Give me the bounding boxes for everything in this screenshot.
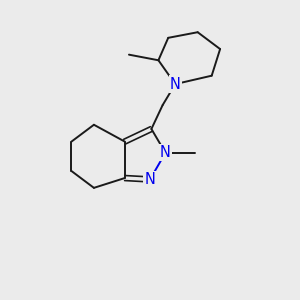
Text: N: N	[170, 76, 181, 92]
Text: N: N	[160, 145, 171, 160]
Text: N: N	[145, 172, 155, 187]
